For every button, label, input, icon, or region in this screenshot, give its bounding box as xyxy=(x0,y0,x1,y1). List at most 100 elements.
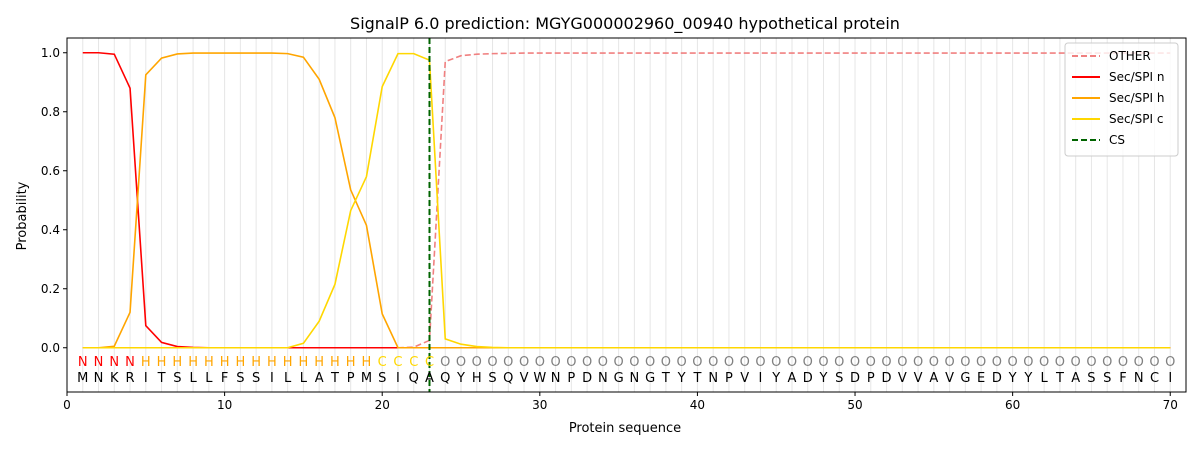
region-label: C xyxy=(425,355,434,370)
residue-letter: A xyxy=(315,371,324,386)
residue-letter: W xyxy=(533,371,546,386)
x-tick-label: 20 xyxy=(375,398,390,412)
series-line-sec-spi-n xyxy=(82,51,1171,349)
region-label: O xyxy=(1055,355,1065,370)
region-label: O xyxy=(1023,355,1033,370)
y-tick-label: 0.0 xyxy=(41,341,60,355)
region-label: O xyxy=(1071,355,1081,370)
legend-label: Sec/SPI c xyxy=(1109,112,1163,126)
x-tick-label: 50 xyxy=(847,398,862,412)
region-label: O xyxy=(1149,355,1159,370)
residue-letter: F xyxy=(221,371,228,386)
x-axis-label: Protein sequence xyxy=(569,421,681,436)
region-label: O xyxy=(771,355,781,370)
region-label: O xyxy=(1008,355,1018,370)
region-label: O xyxy=(629,355,639,370)
residue-letter: F xyxy=(1119,371,1126,386)
residue-letter: R xyxy=(126,371,135,386)
residue-letter: S xyxy=(173,371,181,386)
residue-letter: T xyxy=(1055,371,1064,386)
region-label: H xyxy=(346,355,356,370)
legend-label: Sec/SPI n xyxy=(1109,70,1164,84)
region-label: H xyxy=(188,355,198,370)
residue-letter: E xyxy=(977,371,985,386)
residue-letter: Y xyxy=(819,371,828,386)
region-label: H xyxy=(235,355,245,370)
region-label: O xyxy=(598,355,608,370)
residue-letter: Y xyxy=(1023,371,1032,386)
y-tick-label: 1.0 xyxy=(41,46,60,60)
region-label: O xyxy=(535,355,545,370)
residue-letter: D xyxy=(850,371,860,386)
residue-letter: M xyxy=(77,371,88,386)
residue-letter: V xyxy=(945,371,954,386)
y-tick-label: 0.6 xyxy=(41,164,60,178)
residue-letter: V xyxy=(898,371,907,386)
region-label: O xyxy=(787,355,797,370)
region-label: H xyxy=(204,355,214,370)
plot-frame xyxy=(66,37,1187,393)
region-label: O xyxy=(661,355,671,370)
series-layer xyxy=(82,38,1171,392)
y-tick-label: 0.2 xyxy=(41,282,60,296)
residue-letter: H xyxy=(472,371,482,386)
legend-label: CS xyxy=(1109,133,1125,147)
region-label: O xyxy=(1086,355,1096,370)
region-label: O xyxy=(976,355,986,370)
region-label: O xyxy=(1134,355,1144,370)
region-label: O xyxy=(487,355,497,370)
region-label: H xyxy=(220,355,230,370)
residue-letter: A xyxy=(1071,371,1080,386)
residue-letter: A xyxy=(929,371,938,386)
region-label: O xyxy=(614,355,624,370)
residue-letter: L xyxy=(1041,371,1049,386)
region-label: O xyxy=(850,355,860,370)
region-label: O xyxy=(1039,355,1049,370)
residue-letter: N xyxy=(1134,371,1144,386)
region-label: H xyxy=(314,355,324,370)
residue-letter: G xyxy=(614,371,624,386)
region-label: O xyxy=(724,355,734,370)
region-label: H xyxy=(283,355,293,370)
region-label: O xyxy=(992,355,1002,370)
residue-letter: C xyxy=(1150,371,1159,386)
residue-letter: I xyxy=(270,371,274,386)
residue-letter: K xyxy=(110,371,119,386)
residue-letter: N xyxy=(708,371,718,386)
residue-letter: G xyxy=(960,371,970,386)
region-label: H xyxy=(251,355,261,370)
legend: OTHER Sec/SPI n Sec/SPI h Sec/SPI c CS xyxy=(1064,42,1179,157)
region-label: H xyxy=(157,355,167,370)
residue-letter: S xyxy=(835,371,843,386)
residue-letter: T xyxy=(692,371,701,386)
grid-layer xyxy=(82,38,1171,392)
region-label: O xyxy=(881,355,891,370)
region-label: O xyxy=(740,355,750,370)
region-label: O xyxy=(440,355,450,370)
residue-letter: Q xyxy=(503,371,513,386)
residue-letter: I xyxy=(759,371,763,386)
residue-letter: I xyxy=(396,371,400,386)
x-tick-label: 10 xyxy=(217,398,232,412)
residue-letter: N xyxy=(630,371,640,386)
residue-letter: N xyxy=(94,371,104,386)
residue-letter: V xyxy=(520,371,529,386)
region-label: O xyxy=(472,355,482,370)
region-label: H xyxy=(330,355,340,370)
region-label: O xyxy=(818,355,828,370)
residue-letter: T xyxy=(157,371,166,386)
residue-letter: D xyxy=(582,371,592,386)
residue-letter: Y xyxy=(1008,371,1017,386)
residue-letter: T xyxy=(661,371,670,386)
residue-letter: Q xyxy=(440,371,450,386)
residue-letter: Y xyxy=(456,371,465,386)
region-label: H xyxy=(267,355,277,370)
region-label: O xyxy=(692,355,702,370)
region-label: N xyxy=(109,355,119,370)
x-tick-label: 40 xyxy=(690,398,705,412)
region-label: H xyxy=(362,355,372,370)
region-label: O xyxy=(645,355,655,370)
residue-letter: L xyxy=(300,371,308,386)
region-label: N xyxy=(94,355,104,370)
